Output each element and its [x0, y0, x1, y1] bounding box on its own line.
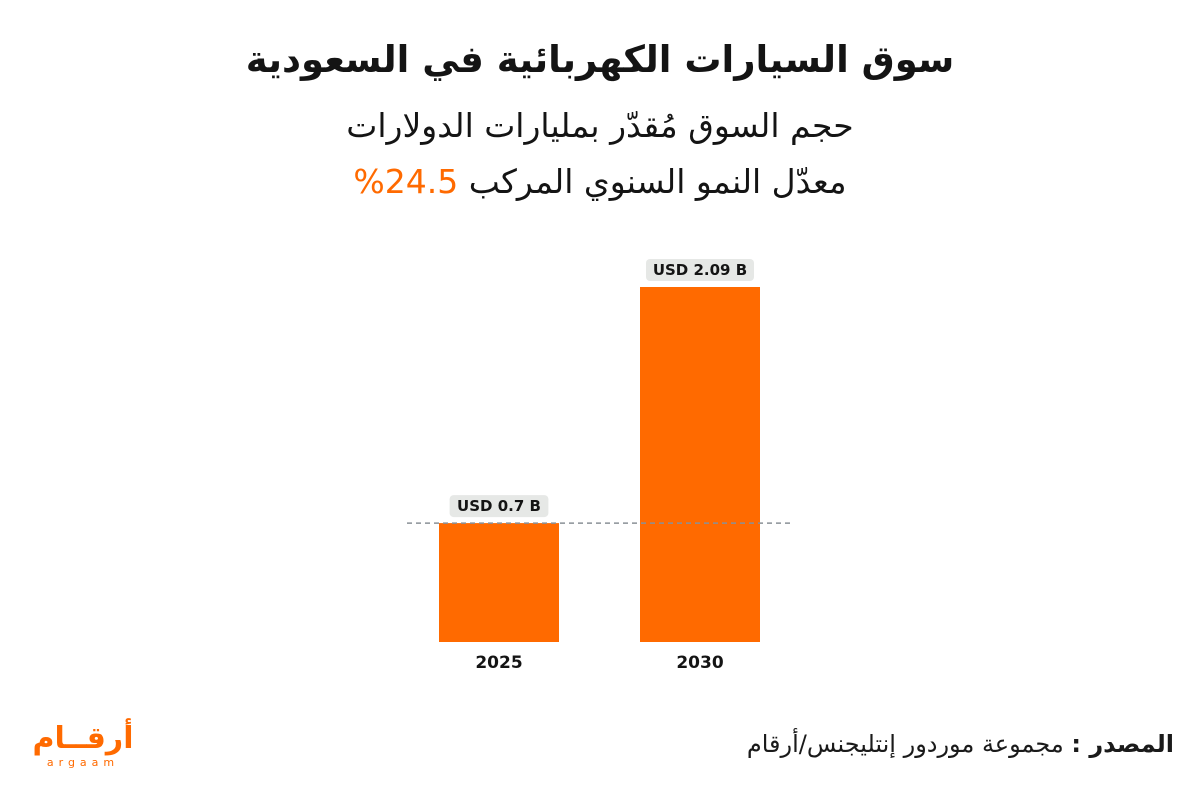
source-note: المصدر : مجموعة موردور إنتليجنس/أرقام — [747, 730, 1174, 758]
logo-arabic-text: أرقــام — [32, 721, 134, 756]
bar-2025 — [439, 523, 559, 642]
source-text: مجموعة موردور إنتليجنس/أرقام — [746, 730, 1064, 758]
chart-subtitle: حجم السوق مُقدّر بمليارات الدولارات — [346, 106, 854, 145]
x-tick-label-2030: 2030 — [676, 653, 723, 673]
cagr-value: %24.5 — [353, 162, 459, 201]
data-label-bg-2030 — [646, 259, 754, 281]
cagr-label: معدّل النمو السنوي المركب — [468, 162, 847, 201]
data-label-bg-2025 — [449, 495, 549, 518]
x-tick-label-2025: 2025 — [475, 653, 522, 673]
chart-title: سوق السيارات الكهربائية في السعودية — [245, 38, 955, 81]
argaam-logo: أرقــام argaam — [28, 722, 138, 772]
data-label-2030: USD 2.09 B — [653, 261, 747, 279]
source-label: المصدر : — [1071, 730, 1174, 758]
logo-latin-text: argaam — [46, 756, 120, 769]
bar-2030 — [640, 287, 760, 642]
cagr-line: معدّل النمو السنوي المركب %24.5 — [0, 162, 1200, 201]
data-label-2025: USD 0.7 B — [457, 497, 541, 515]
